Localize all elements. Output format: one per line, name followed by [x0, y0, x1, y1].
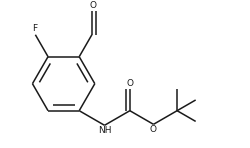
Text: F: F — [32, 24, 37, 33]
Text: O: O — [89, 1, 96, 10]
Text: NH: NH — [98, 126, 111, 135]
Text: O: O — [150, 125, 156, 134]
Text: O: O — [126, 79, 133, 88]
